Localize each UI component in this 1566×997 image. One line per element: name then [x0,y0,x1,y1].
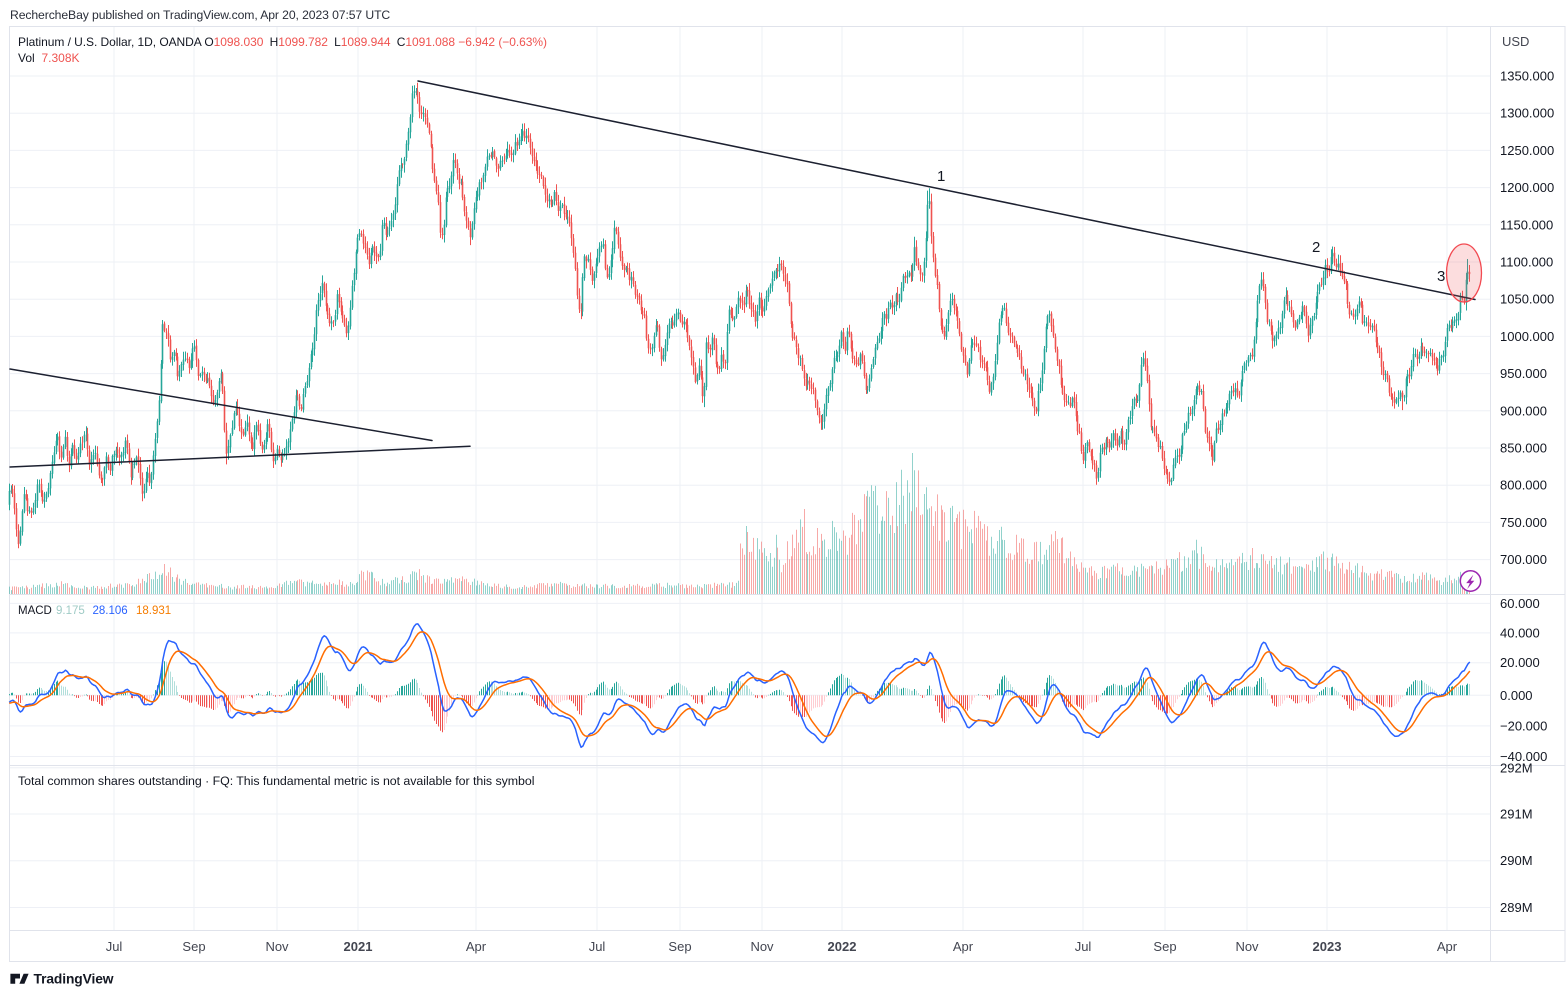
svg-text:Apr: Apr [953,939,974,954]
svg-text:MACD: MACD [18,605,52,617]
svg-text:TradingView: TradingView [34,972,114,987]
svg-text:Jul: Jul [589,939,606,954]
svg-text:Nov: Nov [1235,939,1259,954]
svg-text:Jul: Jul [1075,939,1092,954]
svg-text:1300.000: 1300.000 [1500,106,1554,121]
svg-text:Sep: Sep [1153,939,1176,954]
svg-text:2021: 2021 [344,939,373,954]
svg-text:700.000: 700.000 [1500,552,1547,567]
svg-text:1200.000: 1200.000 [1500,180,1554,195]
svg-text:Platinum / U.S. Dollar, 1D, OA: Platinum / U.S. Dollar, 1D, OANDA O1098.… [18,35,547,49]
svg-text:2023: 2023 [1313,939,1342,954]
svg-text:950.000: 950.000 [1500,366,1547,381]
svg-text:60.000: 60.000 [1500,596,1540,611]
svg-text:18.931: 18.931 [136,605,171,617]
svg-text:Jul: Jul [106,939,123,954]
svg-text:Sep: Sep [668,939,691,954]
svg-text:−40.000: −40.000 [1500,749,1547,764]
svg-text:Apr: Apr [1437,939,1458,954]
svg-text:291M: 291M [1500,807,1533,822]
svg-text:Total common shares outstandin: Total common shares outstanding · FQ: Th… [18,774,534,788]
svg-text:USD: USD [1502,34,1529,49]
svg-text:20.000: 20.000 [1500,655,1540,670]
svg-text:750.000: 750.000 [1500,515,1547,530]
svg-text:1350.000: 1350.000 [1500,69,1554,84]
svg-text:Sep: Sep [182,939,205,954]
svg-text:1100.000: 1100.000 [1500,255,1553,270]
svg-text:7.308K: 7.308K [42,51,80,65]
svg-text:1: 1 [937,168,945,185]
svg-text:800.000: 800.000 [1500,478,1547,493]
svg-text:2022: 2022 [828,939,857,954]
svg-text:Nov: Nov [265,939,289,954]
svg-text:1000.000: 1000.000 [1500,329,1554,344]
svg-text:9.175: 9.175 [56,605,85,617]
svg-text:RechercheBay published on Trad: RechercheBay published on TradingView.co… [10,8,390,22]
svg-text:290M: 290M [1500,853,1533,868]
svg-text:40.000: 40.000 [1500,625,1540,640]
svg-text:900.000: 900.000 [1500,403,1547,418]
svg-text:850.000: 850.000 [1500,441,1547,456]
svg-text:Vol: Vol [18,51,35,65]
svg-text:28.106: 28.106 [93,605,128,617]
svg-text:289M: 289M [1500,900,1533,915]
svg-text:2: 2 [1312,239,1320,256]
svg-text:Nov: Nov [750,939,774,954]
svg-text:Apr: Apr [466,939,487,954]
svg-text:292M: 292M [1500,760,1533,775]
svg-text:1050.000: 1050.000 [1500,292,1554,307]
svg-text:−20.000: −20.000 [1500,718,1547,733]
svg-text:3: 3 [1437,268,1445,285]
svg-text:1250.000: 1250.000 [1500,143,1554,158]
svg-text:0.000: 0.000 [1500,688,1533,703]
svg-text:1150.000: 1150.000 [1500,217,1553,232]
